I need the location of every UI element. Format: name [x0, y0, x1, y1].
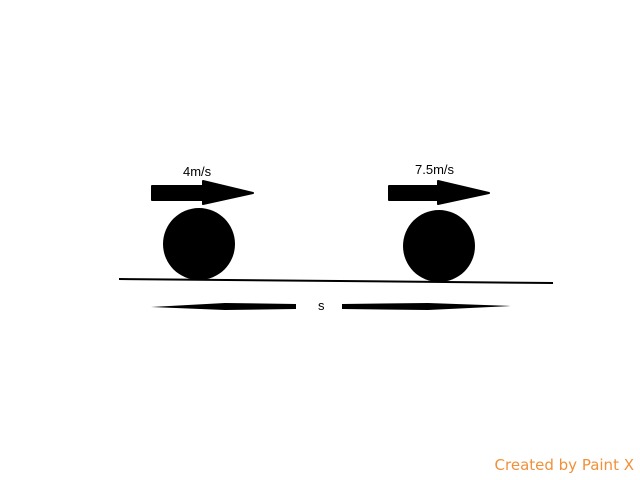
watermark-text: Created by Paint X	[494, 456, 634, 474]
distance-arrow-right	[342, 303, 511, 310]
ground-line	[118, 278, 554, 284]
ball-right	[403, 210, 475, 282]
distance-arrow-left	[151, 303, 296, 310]
ball-left	[163, 208, 235, 280]
velocity-label-left: 4m/s	[183, 164, 212, 179]
distance-label: s	[318, 298, 325, 313]
velocity-label-right: 7.5m/s	[415, 162, 455, 177]
velocity-arrow-left	[151, 180, 254, 205]
velocity-arrow-right	[388, 180, 490, 205]
